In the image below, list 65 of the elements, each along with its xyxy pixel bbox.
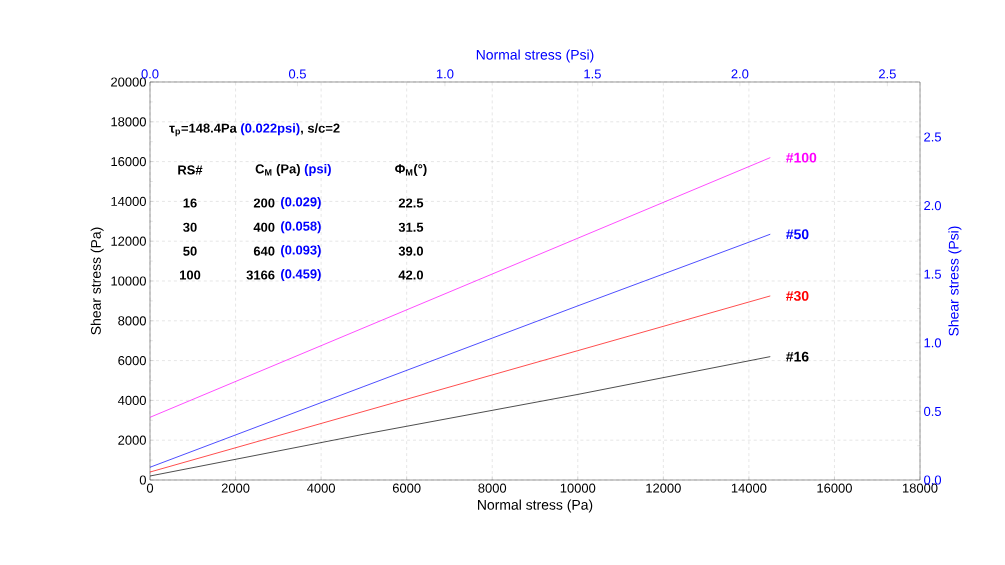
annotation: 22.5 [398,198,424,208]
x2-axis-title: Normal stress (Psi) [476,49,594,63]
annotation: (0.093) [281,245,321,258]
x-tick-label: 2000 [221,483,250,493]
y2-tick-label: 0.5 [924,406,941,416]
y2-tick-label: 0.0 [924,475,942,485]
annotation: 3166 [246,270,275,280]
y-tick-label: 16000 [111,157,146,167]
y-tick-label: 14000 [111,196,146,206]
y-tick-label: 8000 [118,316,146,326]
y2-axis-title: Shear stress (Psi) [948,226,962,336]
x2-tick-label: 0.0 [141,69,159,79]
y2-tick-label: 2.0 [924,201,942,211]
y-tick-label: 4000 [117,395,146,405]
y2-tick-label: 1.0 [924,338,942,348]
annotation: C$_{M}$ (Pa) [255,163,300,176]
x-tick-label: 4000 [307,483,336,493]
x2-tick-label: 2.5 [879,69,896,79]
y2-tick-label: 2.5 [924,132,941,142]
x-axis-title: Normal stress (Pa) [478,499,593,513]
y-tick-label: 10000 [111,276,146,286]
annotation: RS# [178,165,203,175]
annotation: 640 [253,246,275,256]
annotation: Φ$_{M}$(°) [395,163,427,176]
series-label: #50 [786,229,809,240]
annotation: (0.459) [281,268,321,282]
annotation: 16 [183,198,197,208]
y2-tick-label: 1.5 [924,269,941,279]
x2-tick-label: 0.5 [288,69,306,79]
x-tick-label: 8000 [478,483,507,493]
annotation: (0.058) [281,221,321,234]
annotation: (0.029) [281,196,321,210]
series-label: #30 [786,290,809,301]
annotation: , s/c=2 [301,123,340,135]
y-tick-label: 12000 [111,236,146,246]
annotation: 400 [253,222,275,232]
annotation: 31.5 [398,222,424,232]
x-tick-label: 14000 [731,483,767,493]
x-tick-label: 0 [146,483,154,493]
annotation: 39.0 [398,246,424,256]
x-tick-label: 12000 [646,483,681,493]
y-tick-label: 18000 [111,117,146,127]
x-tick-label: 6000 [392,483,421,493]
annotation: 30 [183,222,197,232]
x2-tick-label: 1.0 [436,69,454,79]
y-tick-label: 2000 [118,435,146,445]
y-tick-label: 20000 [111,77,146,87]
x-tick-label: 18000 [902,483,938,493]
annotation: 200 [253,198,275,208]
annotation: (0.022psi) [241,123,300,136]
series-label: #16 [786,351,809,362]
series-label: #100 [786,152,817,163]
y-tick-label: 0 [139,475,146,485]
y-tick-label: 6000 [118,356,146,366]
annotation: 50 [183,246,197,256]
annotation: 42.0 [398,270,424,280]
x2-tick-label: 2.0 [731,69,749,79]
x2-tick-label: 1.5 [584,69,601,79]
annotation: 100 [180,270,201,280]
annotation: τ$_{p}$=148.4Pa [169,123,237,137]
x-tick-label: 10000 [560,483,596,493]
y-axis-title: Shear stress (Pa) [90,227,104,335]
annotation: (psi) [304,163,331,176]
x-tick-label: 16000 [817,483,852,493]
line-series [149,233,771,468]
